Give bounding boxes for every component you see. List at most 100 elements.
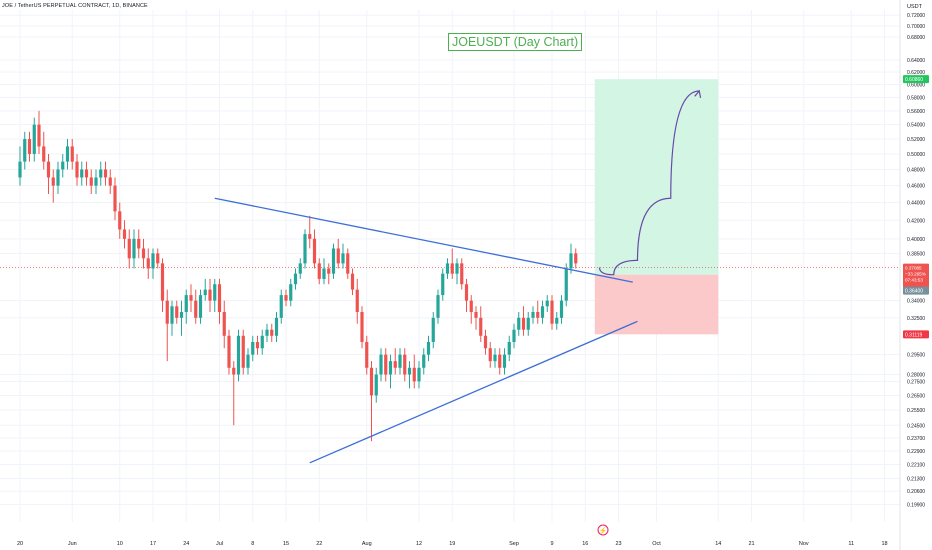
candle[interactable] bbox=[23, 139, 27, 162]
candle[interactable] bbox=[384, 354, 388, 375]
candle[interactable] bbox=[460, 263, 464, 285]
candle[interactable] bbox=[403, 354, 407, 375]
candle[interactable] bbox=[227, 335, 231, 368]
candle[interactable] bbox=[65, 146, 70, 162]
candle[interactable] bbox=[398, 354, 402, 368]
candle[interactable] bbox=[517, 317, 521, 330]
candle[interactable] bbox=[464, 284, 469, 301]
candle[interactable] bbox=[146, 258, 150, 269]
candle[interactable] bbox=[127, 238, 131, 259]
candle[interactable] bbox=[232, 367, 236, 375]
candle[interactable] bbox=[488, 348, 492, 362]
candle[interactable] bbox=[493, 354, 497, 362]
chart-annotation-title[interactable]: JOEUSDT (Day Chart) bbox=[448, 33, 583, 51]
candle[interactable] bbox=[536, 312, 540, 318]
candle[interactable] bbox=[512, 329, 516, 342]
candle[interactable] bbox=[426, 341, 431, 355]
candle[interactable] bbox=[445, 263, 450, 274]
candle[interactable] bbox=[141, 248, 146, 259]
candle[interactable] bbox=[498, 354, 502, 368]
candle[interactable] bbox=[293, 273, 298, 285]
candle[interactable] bbox=[37, 124, 41, 147]
candle[interactable] bbox=[436, 295, 440, 318]
candle[interactable] bbox=[346, 253, 350, 274]
candle[interactable] bbox=[279, 295, 283, 318]
candle[interactable] bbox=[260, 335, 264, 349]
candle[interactable] bbox=[42, 146, 46, 162]
candle[interactable] bbox=[56, 169, 60, 186]
candle[interactable] bbox=[540, 306, 545, 318]
candle[interactable] bbox=[175, 306, 179, 318]
stop-zone[interactable] bbox=[594, 274, 719, 335]
candle[interactable] bbox=[331, 248, 336, 274]
candle[interactable] bbox=[303, 234, 307, 264]
candle[interactable] bbox=[18, 161, 22, 178]
candle[interactable] bbox=[441, 273, 445, 296]
candle[interactable] bbox=[99, 169, 103, 178]
candle[interactable] bbox=[284, 295, 288, 301]
candle[interactable] bbox=[479, 317, 483, 336]
candle[interactable] bbox=[569, 253, 573, 269]
candle[interactable] bbox=[113, 185, 117, 212]
candle[interactable] bbox=[526, 317, 530, 330]
candle[interactable] bbox=[574, 253, 578, 264]
candle[interactable] bbox=[564, 268, 568, 301]
candle[interactable] bbox=[160, 263, 165, 301]
candle[interactable] bbox=[350, 273, 355, 290]
candle[interactable] bbox=[103, 169, 108, 178]
candle[interactable] bbox=[431, 317, 435, 342]
candle[interactable] bbox=[170, 306, 174, 324]
candle[interactable] bbox=[184, 295, 188, 313]
candle[interactable] bbox=[213, 284, 217, 301]
candle[interactable] bbox=[32, 124, 36, 154]
candle[interactable] bbox=[198, 295, 203, 318]
candle[interactable] bbox=[550, 300, 554, 324]
candle[interactable] bbox=[194, 300, 198, 318]
candle[interactable] bbox=[308, 234, 312, 239]
candle[interactable] bbox=[369, 367, 374, 396]
candle[interactable] bbox=[507, 341, 511, 355]
candle[interactable] bbox=[151, 253, 155, 269]
candle[interactable] bbox=[412, 367, 416, 382]
candle[interactable] bbox=[393, 361, 397, 368]
candle[interactable] bbox=[156, 253, 160, 264]
candle[interactable] bbox=[165, 300, 169, 324]
candle[interactable] bbox=[379, 354, 383, 375]
candle[interactable] bbox=[322, 268, 326, 279]
candle[interactable] bbox=[417, 367, 421, 382]
candle[interactable] bbox=[483, 335, 488, 349]
candle[interactable] bbox=[51, 177, 55, 186]
candle[interactable] bbox=[122, 229, 127, 239]
candle[interactable] bbox=[108, 177, 112, 186]
candle[interactable] bbox=[118, 211, 122, 230]
candle[interactable] bbox=[317, 263, 321, 279]
candle[interactable] bbox=[80, 169, 84, 178]
candle[interactable] bbox=[203, 289, 207, 296]
candle[interactable] bbox=[27, 139, 32, 154]
candle[interactable] bbox=[84, 169, 89, 178]
candle[interactable] bbox=[251, 341, 255, 355]
candle[interactable] bbox=[236, 335, 241, 375]
candle[interactable] bbox=[289, 284, 293, 301]
candle[interactable] bbox=[521, 317, 526, 330]
candle[interactable] bbox=[46, 161, 51, 178]
candle[interactable] bbox=[455, 263, 459, 274]
candle[interactable] bbox=[355, 289, 359, 313]
candle[interactable] bbox=[246, 354, 250, 368]
candle[interactable] bbox=[559, 300, 564, 318]
target-zone[interactable] bbox=[594, 79, 719, 275]
candle[interactable] bbox=[298, 263, 302, 274]
candle[interactable] bbox=[407, 367, 412, 375]
candle[interactable] bbox=[388, 361, 393, 375]
candle[interactable] bbox=[70, 146, 74, 162]
candle[interactable] bbox=[450, 263, 454, 274]
candle[interactable] bbox=[336, 248, 340, 264]
candle[interactable] bbox=[545, 300, 549, 307]
candle[interactable] bbox=[274, 317, 279, 336]
candle[interactable] bbox=[270, 329, 274, 336]
candle[interactable] bbox=[555, 317, 559, 324]
candle[interactable] bbox=[61, 161, 65, 170]
candle[interactable] bbox=[341, 253, 345, 264]
candle[interactable] bbox=[360, 312, 364, 342]
